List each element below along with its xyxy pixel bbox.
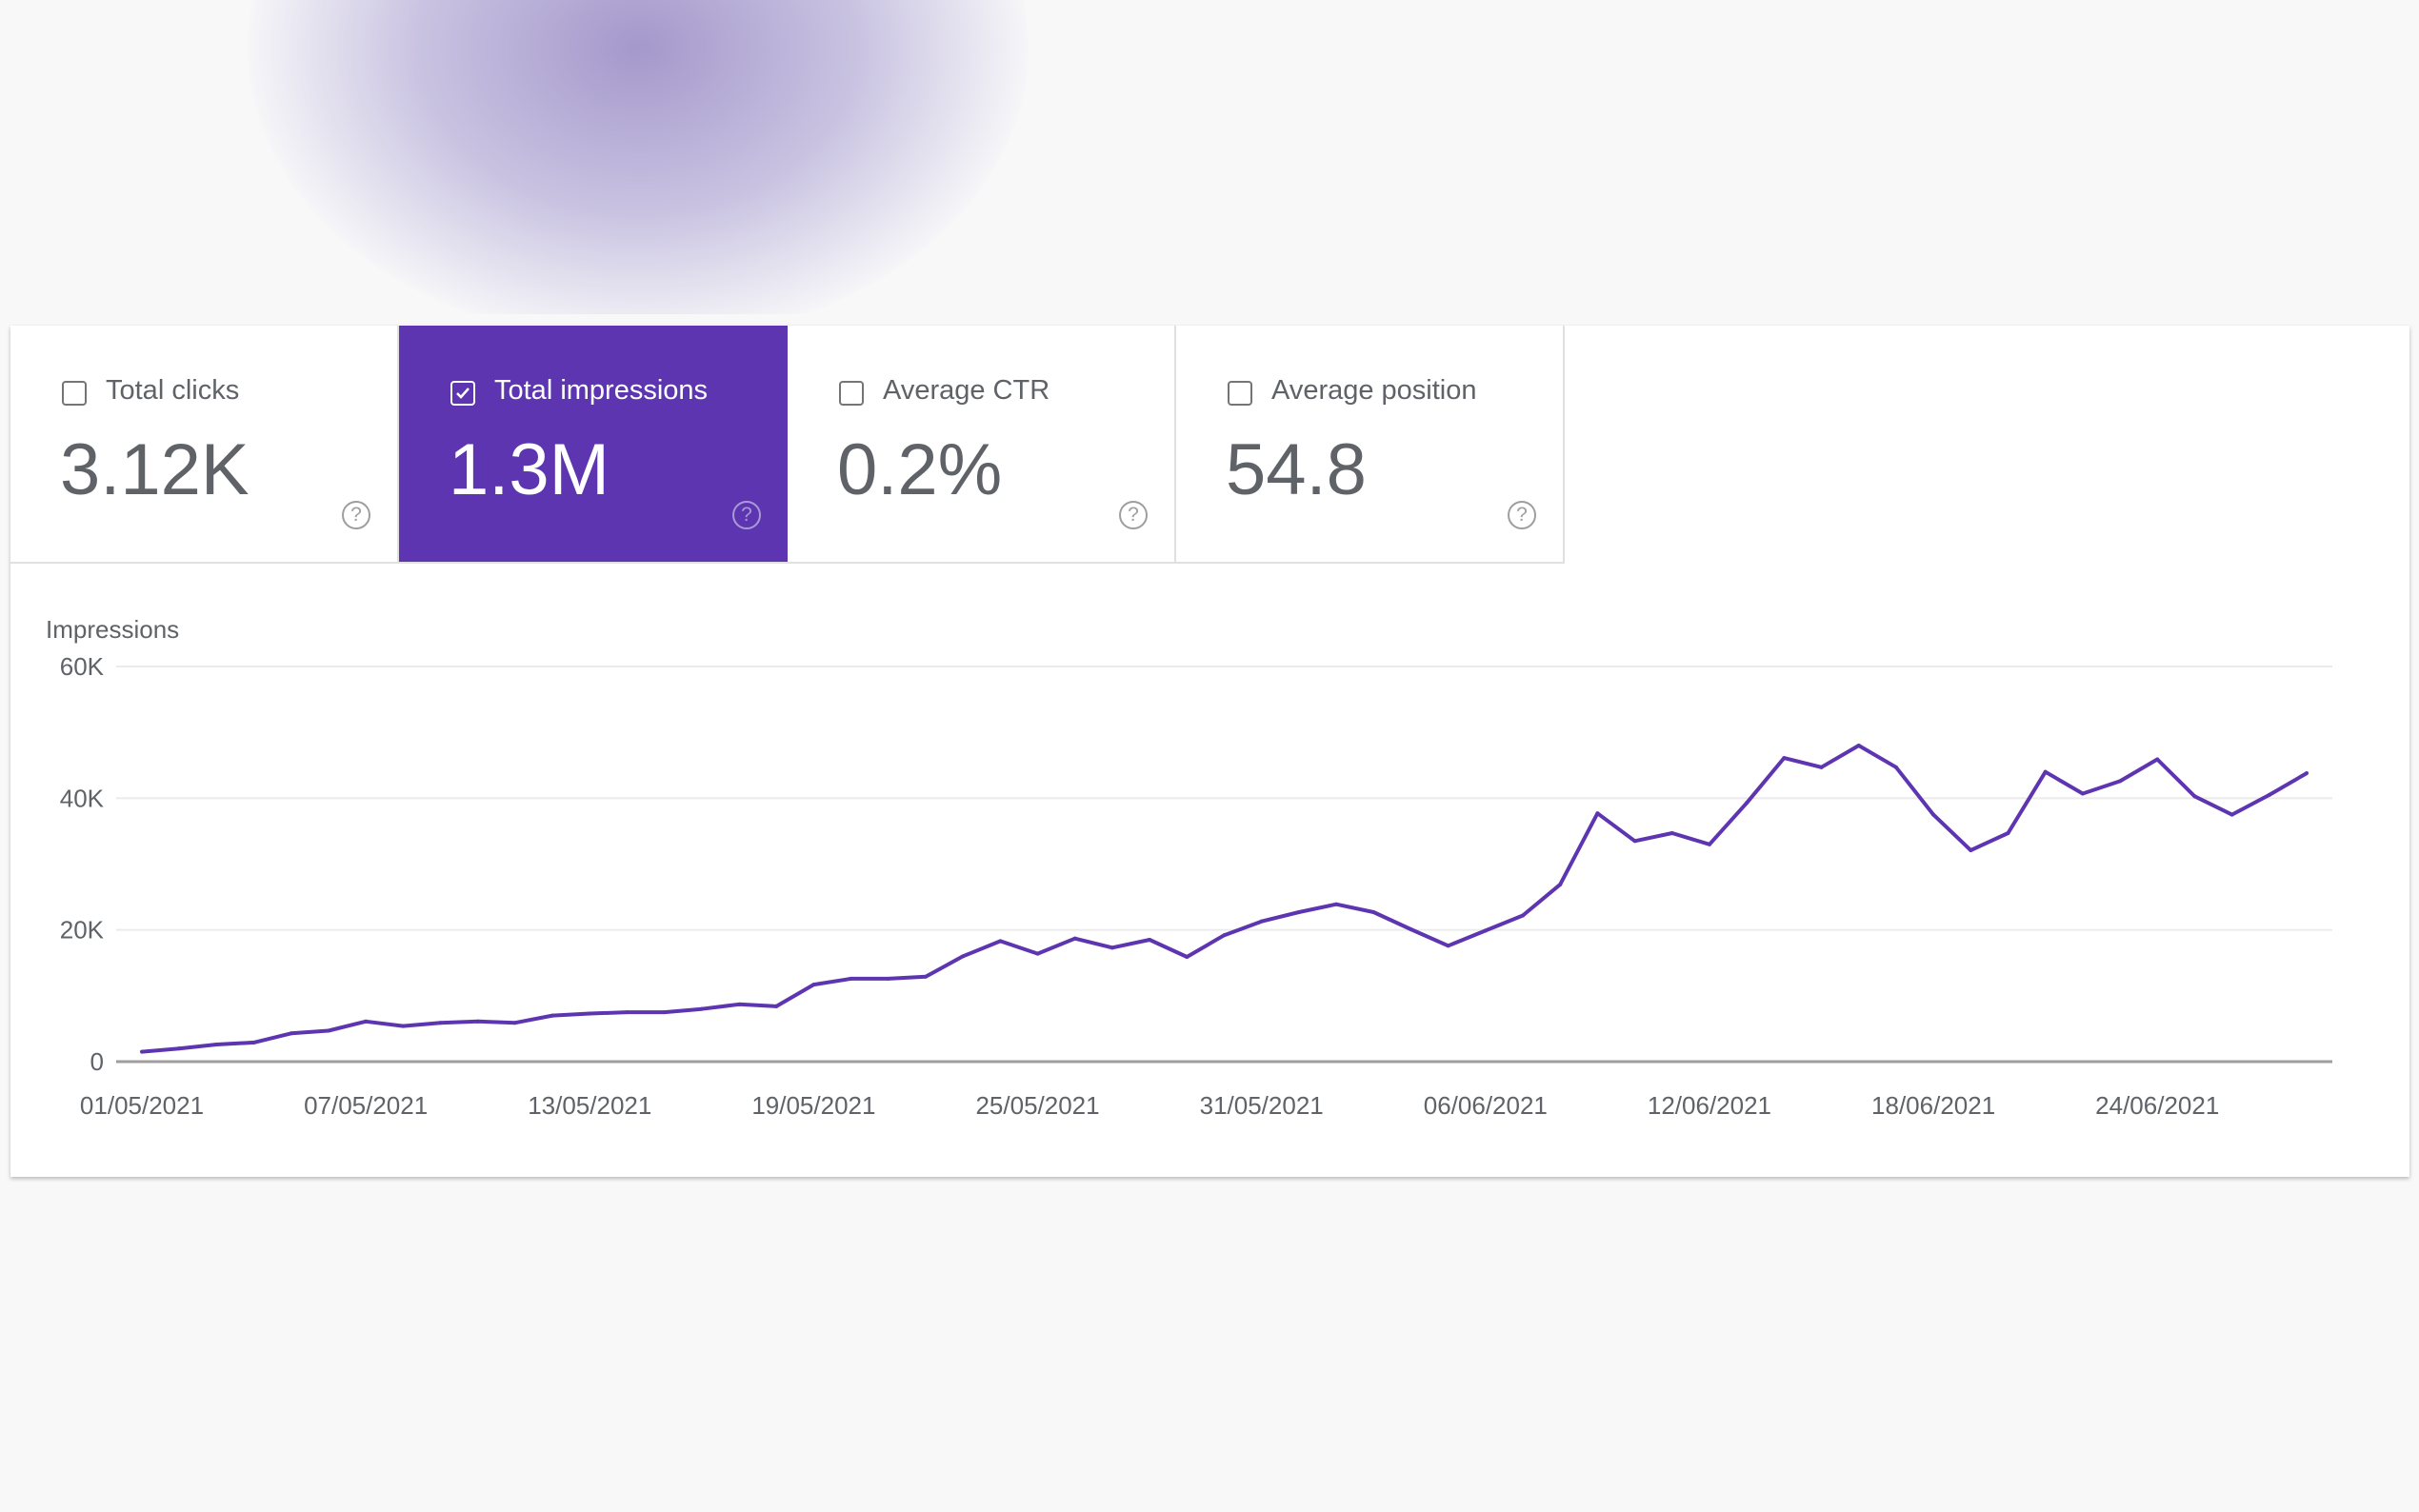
checkbox-unchecked-icon[interactable] [62,381,87,406]
y-tick-label: 40K [60,784,105,812]
data-point [1558,882,1563,886]
data-point [550,1013,555,1018]
metric-tile-average-position[interactable]: Average position 54.8 ? [1176,326,1565,562]
data-point [1931,812,1936,817]
data-point [1371,909,1376,914]
data-point [737,1002,742,1006]
data-point [1072,936,1077,941]
data-point [1632,839,1637,844]
metric-label: Average CTR [883,375,1050,406]
impressions-chart: Impressions 0 20K 40K 60K 01/05/2021 07/05/20… [46,615,2332,1120]
data-point [512,1021,517,1025]
data-point [886,976,890,981]
data-point [1148,938,1152,943]
data-point [1595,811,1600,816]
x-tick-label: 07/05/2021 [304,1091,428,1120]
checkbox-unchecked-icon[interactable] [1228,381,1252,406]
data-point [2043,769,2048,774]
data-point [2305,771,2309,776]
data-point [1409,926,1413,931]
data-point [625,1010,630,1015]
data-point [662,1010,667,1015]
data-point [1521,913,1526,918]
data-point [1969,847,1973,852]
x-tick-label: 25/05/2021 [975,1091,1099,1120]
metric-value: 54.8 [1226,429,1367,510]
metric-value: 3.12K [60,429,250,510]
data-point [1259,919,1264,924]
x-tick-label: 19/05/2021 [751,1091,875,1120]
y-tick-label: 60K [60,652,105,681]
data-point [1185,955,1190,960]
checkbox-unchecked-icon[interactable] [839,381,864,406]
data-point [177,1046,182,1051]
data-point [2192,794,2197,799]
data-point [998,939,1003,944]
data-point [1296,909,1301,914]
metric-label: Average position [1271,375,1477,406]
data-point [1669,830,1674,835]
metric-value: 1.3M [449,429,610,510]
metric-tile-average-ctr[interactable]: Average CTR 0.2% ? [788,326,1176,562]
data-point [811,983,816,987]
data-point [1035,951,1040,956]
data-point [849,976,853,981]
data-point [2006,830,2010,835]
data-point [214,1043,219,1047]
data-point [1446,944,1450,948]
data-point [923,974,928,979]
data-point [401,1024,406,1028]
data-point [1334,902,1339,906]
data-point [326,1028,330,1033]
metric-value: 0.2% [837,429,1003,510]
x-tick-label: 12/06/2021 [1648,1091,1771,1120]
impressions-series-line [141,744,2309,1054]
help-icon[interactable]: ? [342,501,370,529]
metric-tile-total-clicks[interactable]: Total clicks 3.12K ? [10,326,399,562]
data-point [2267,792,2271,797]
x-tick-label: 06/06/2021 [1424,1091,1548,1120]
data-point [1483,928,1488,933]
data-point [961,954,966,959]
help-icon[interactable]: ? [732,501,761,529]
metric-tiles: Total clicks 3.12K ? Total impressions 1… [10,326,1565,564]
metric-label: Total impressions [494,375,709,406]
performance-card: Total clicks 3.12K ? Total impressions 1… [10,326,2409,1177]
x-tick-label: 18/06/2021 [1871,1091,1995,1120]
x-tick-label: 01/05/2021 [80,1091,204,1120]
y-axis-title: Impressions [46,615,179,644]
x-tick-label: 31/05/2021 [1200,1091,1324,1120]
metric-tile-total-impressions[interactable]: Total impressions 1.3M ? [399,326,788,562]
data-point [289,1031,293,1036]
y-tick-label: 20K [60,916,105,945]
x-tick-label: 24/06/2021 [2095,1091,2219,1120]
data-point [2118,779,2123,784]
data-point [438,1021,443,1025]
data-point [699,1006,704,1011]
data-point [2155,757,2160,762]
data-point [774,1004,779,1008]
y-tick-label: 0 [90,1047,104,1076]
data-point [140,1049,144,1054]
data-point [2229,812,2234,817]
data-point [1856,744,1861,747]
data-point [1222,933,1227,938]
checkbox-checked-icon[interactable] [450,381,475,406]
data-point [1110,945,1114,950]
metric-label: Total clicks [106,375,240,406]
data-point [588,1011,592,1016]
x-tick-label: 13/05/2021 [528,1091,651,1120]
data-point [2080,791,2085,796]
data-point [1893,765,1898,769]
data-point [1745,801,1749,806]
data-point [364,1019,369,1024]
data-point [1782,756,1787,761]
data-point [251,1040,256,1044]
background-gradient [0,0,2419,314]
help-icon[interactable]: ? [1508,501,1536,529]
help-icon[interactable]: ? [1119,501,1148,529]
data-point [475,1019,480,1024]
data-point [1819,765,1824,769]
data-point [1707,842,1711,846]
